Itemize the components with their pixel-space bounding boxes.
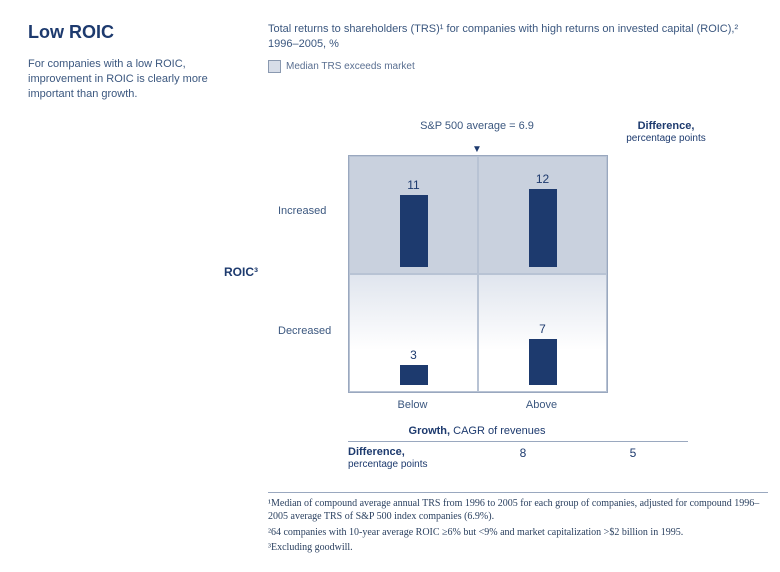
footnote-1: ¹Median of compound average annual TRS f…: [268, 497, 768, 524]
cell-decreased-above: 7: [478, 274, 607, 392]
diff-header: Difference, percentage points: [606, 120, 726, 145]
page-subtitle: For companies with a low ROIC, improveme…: [28, 57, 238, 102]
cell-value: 12: [536, 172, 549, 186]
row-label-decreased: Decreased: [278, 325, 348, 337]
footnote-2: ²64 companies with 10-year average ROIC …: [268, 526, 768, 540]
bar: [529, 189, 557, 267]
bar: [529, 339, 557, 385]
footnote-3: ³Excluding goodwill.: [268, 541, 768, 555]
legend-label: Median TRS exceeds market: [286, 61, 415, 72]
matrix-body: 11 12 3 7: [348, 155, 608, 393]
bar: [400, 365, 428, 385]
col-label-above: Above: [477, 399, 606, 411]
matrix-chart: S&P 500 average = 6.9 Difference, percen…: [268, 120, 738, 470]
col-label-below: Below: [348, 399, 477, 411]
row-diff-increased: 1: [753, 205, 780, 219]
sp500-label: S&P 500 average = 6.9: [348, 120, 606, 145]
cell-value: 3: [410, 348, 417, 362]
col-diff-above: 5: [578, 446, 688, 460]
cell-value: 7: [539, 322, 546, 336]
bar: [400, 195, 428, 267]
legend-swatch: [268, 60, 281, 73]
legend: Median TRS exceeds market: [268, 60, 752, 73]
footnotes: ¹Median of compound average annual TRS f…: [268, 492, 768, 555]
row-label-increased: Increased: [278, 205, 348, 217]
cell-increased-above: 12: [478, 156, 607, 274]
col-diff-below: 8: [468, 446, 578, 460]
cell-decreased-below: 3: [349, 274, 478, 392]
growth-axis-label: Growth, CAGR of revenues: [348, 425, 606, 437]
col-diff-sub: percentage points: [348, 459, 428, 470]
roic-axis-label: ROIC³: [224, 265, 258, 279]
row-diff-decreased: 4: [753, 325, 780, 339]
sp500-marker: ▼: [348, 145, 606, 155]
col-diff-label: Difference,: [348, 446, 468, 458]
cell-increased-below: 11: [349, 156, 478, 274]
page-title: Low ROIC: [28, 22, 238, 43]
cell-value: 11: [407, 178, 419, 192]
chart-description: Total returns to shareholders (TRS)¹ for…: [268, 22, 752, 52]
col-diff-row: Difference, percentage points 8 5: [348, 441, 688, 470]
